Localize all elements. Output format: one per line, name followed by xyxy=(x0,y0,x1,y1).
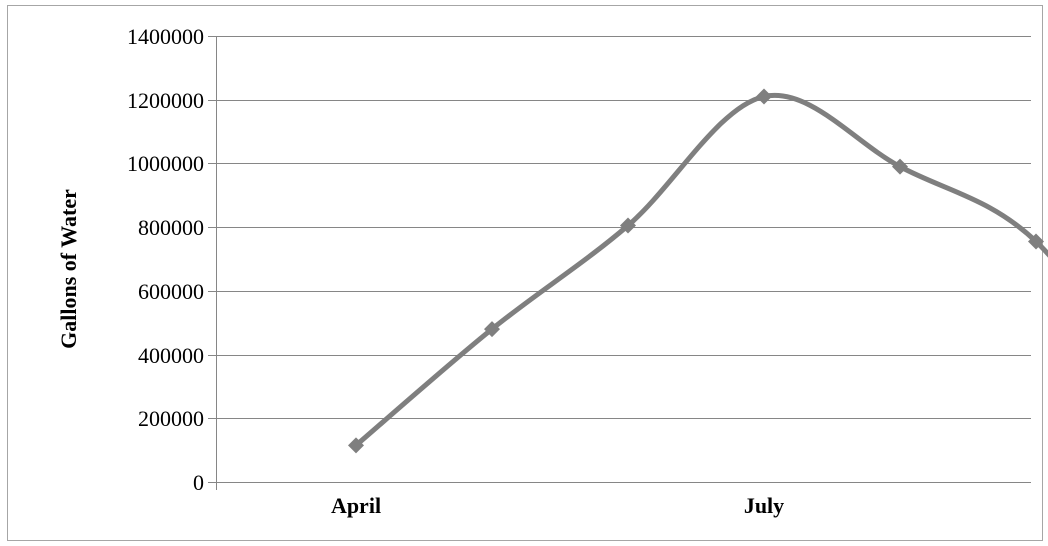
y-axis-title: Gallons of Water xyxy=(56,189,81,349)
data-point-august xyxy=(892,158,908,175)
data-point-june xyxy=(620,217,636,234)
chart-frame xyxy=(7,5,1043,541)
y-tick-label: 1200000 xyxy=(127,88,204,113)
data-point-september xyxy=(1028,233,1044,250)
y-tick-label: 0 xyxy=(193,470,204,495)
y-tick-label: 200000 xyxy=(138,406,204,431)
axes xyxy=(208,36,1031,490)
series xyxy=(348,88,1048,454)
y-tick-label: 1000000 xyxy=(127,151,204,176)
y-tick-label: 600000 xyxy=(138,279,204,304)
series-line xyxy=(353,92,1048,448)
y-tick-label: 400000 xyxy=(138,343,204,368)
gridlines xyxy=(208,36,1031,419)
data-point-may xyxy=(484,321,500,338)
y-tick-label: 1400000 xyxy=(127,24,204,49)
x-tick-label: April xyxy=(331,493,381,518)
y-tick-label: 800000 xyxy=(138,215,204,240)
y-tick-labels: 0 200000 400000 600000 800000 1000000 1200000 1… xyxy=(127,24,204,495)
x-tick-labels: AprilJulyOctober xyxy=(331,493,784,518)
data-point-july xyxy=(756,88,772,105)
data-point-april xyxy=(348,437,364,454)
x-tick-label: July xyxy=(744,493,784,518)
